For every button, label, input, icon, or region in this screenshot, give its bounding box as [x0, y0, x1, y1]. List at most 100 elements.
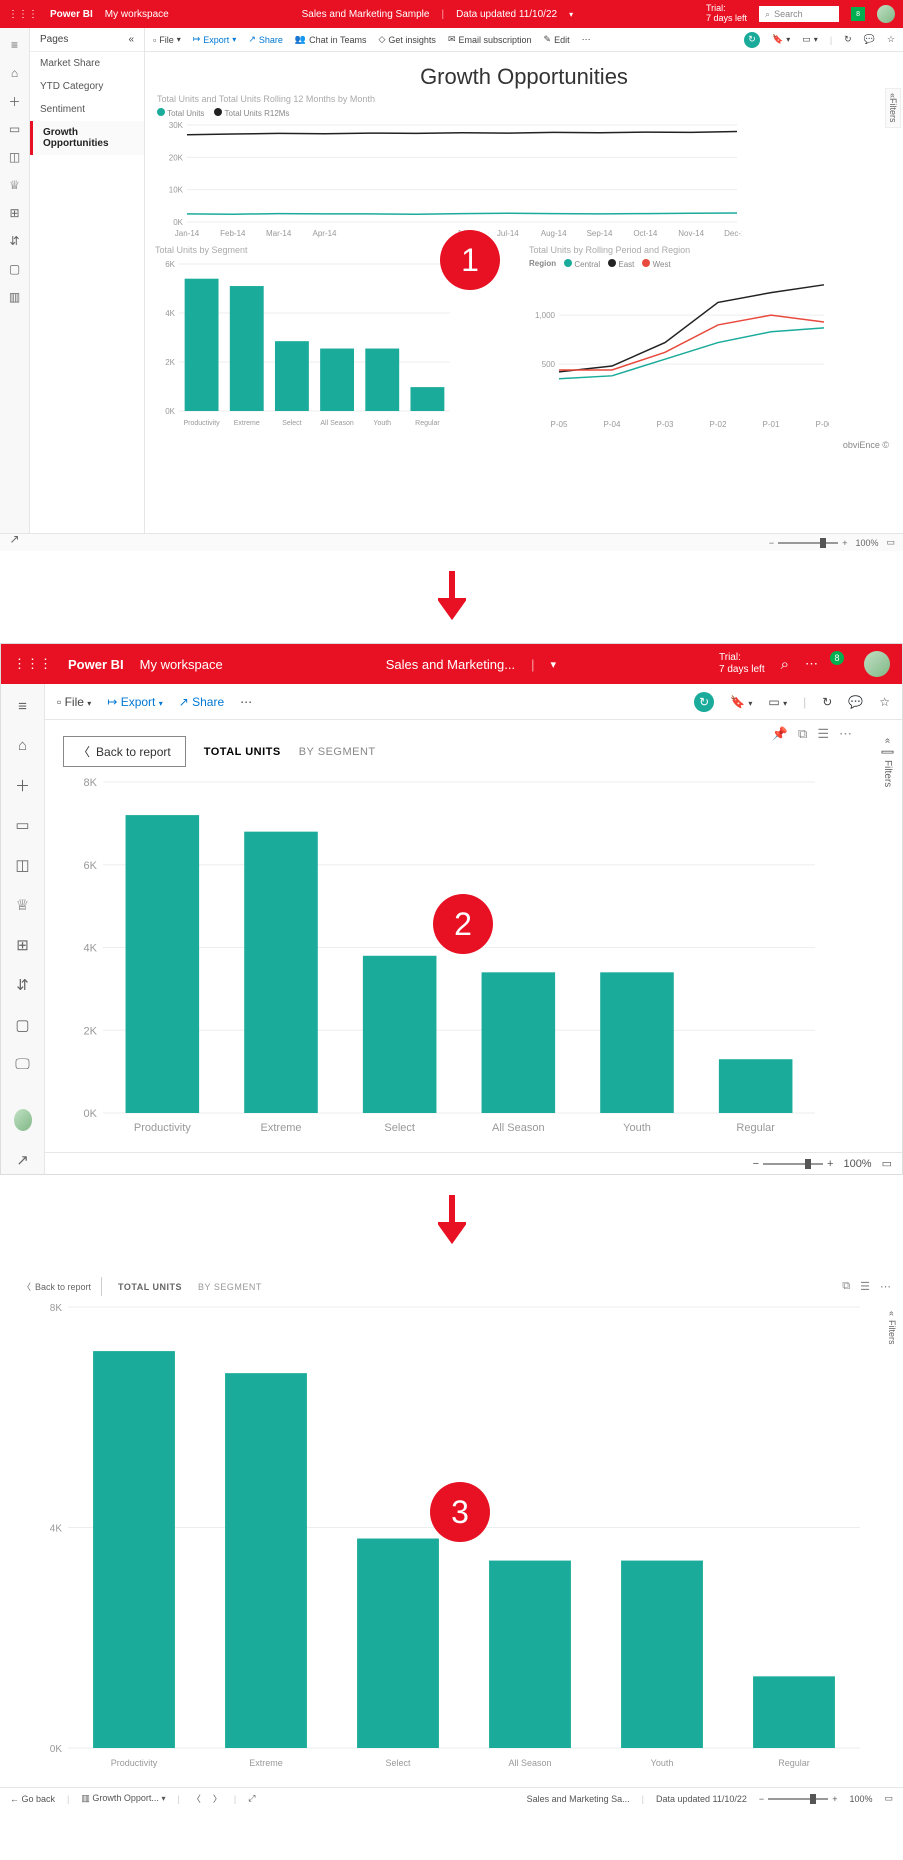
- chevron-down-icon[interactable]: ▾: [569, 10, 573, 19]
- rail-avatar[interactable]: [14, 1109, 32, 1131]
- app-launcher-icon[interactable]: ⋮⋮⋮: [13, 656, 52, 672]
- expand-icon[interactable]: ↗: [8, 532, 22, 546]
- search-icon[interactable]: ⌕: [781, 656, 789, 673]
- apps-icon[interactable]: ⊞: [14, 936, 32, 954]
- filter-icon[interactable]: ☰: [860, 1280, 870, 1293]
- workspace-name[interactable]: My workspace: [140, 657, 223, 672]
- avatar[interactable]: [864, 651, 890, 677]
- svg-text:10K: 10K: [169, 186, 184, 195]
- data-hub-icon[interactable]: ◫: [8, 150, 22, 164]
- apps-icon[interactable]: ⊞: [8, 206, 22, 220]
- chart-title: Total Units and Total Units Rolling 12 M…: [157, 94, 891, 104]
- deployment-icon[interactable]: ⇵: [8, 234, 22, 248]
- collapse-pages-icon[interactable]: «: [128, 34, 134, 45]
- metrics-icon[interactable]: ♕: [14, 896, 32, 914]
- more-icon[interactable]: ⋯: [839, 726, 852, 742]
- menu-icon[interactable]: ≡: [8, 38, 22, 52]
- file-menu[interactable]: ▫ File ▾: [57, 695, 91, 709]
- filter-icon[interactable]: ☰: [817, 726, 829, 742]
- metrics-icon[interactable]: ♕: [8, 178, 22, 192]
- line-chart-top[interactable]: Total Units and Total Units Rolling 12 M…: [145, 94, 903, 245]
- deployment-icon[interactable]: ⇵: [14, 976, 32, 994]
- insights-button[interactable]: ◇ Get insights: [378, 34, 435, 45]
- fit-icon[interactable]: ▭: [884, 1793, 893, 1804]
- filters-tab[interactable]: «Filters: [885, 1307, 899, 1349]
- page-tab[interactable]: YTD Category: [30, 75, 144, 98]
- line-chart-region[interactable]: Total Units by Rolling Period and Region…: [529, 245, 893, 436]
- data-hub-icon[interactable]: ◫: [14, 856, 32, 874]
- share-button[interactable]: ↗ Share: [179, 695, 224, 709]
- favorite-icon[interactable]: ☆: [887, 34, 895, 45]
- refresh-icon[interactable]: ↻: [844, 34, 852, 45]
- filters-tab[interactable]: «⫿Filters: [877, 732, 898, 793]
- go-back-button[interactable]: ← Go back: [10, 1794, 55, 1804]
- page-tab[interactable]: Market Share: [30, 52, 144, 75]
- svg-text:Productivity: Productivity: [111, 1758, 158, 1768]
- chevron-down-icon[interactable]: ▾: [550, 658, 556, 671]
- svg-text:Select: Select: [385, 1758, 411, 1768]
- create-icon[interactable]: ＋: [8, 94, 22, 108]
- avatar[interactable]: [877, 5, 895, 23]
- favorite-icon[interactable]: ☆: [879, 695, 890, 709]
- view-icon[interactable]: ▭ ▾: [802, 34, 818, 45]
- focus-bar-chart[interactable]: 0K2K4K6K8KProductivityExtremeSelectAll S…: [65, 777, 825, 1137]
- learn-icon[interactable]: ▢: [8, 262, 22, 276]
- back-to-report-button[interactable]: 〈 Back to report: [63, 736, 186, 767]
- prev-page-icon[interactable]: 〈: [192, 1792, 201, 1805]
- page-tab[interactable]: Growth Opportunities: [30, 121, 144, 155]
- edit-button[interactable]: ✎ Edit: [544, 34, 570, 45]
- fit-icon[interactable]: ▭: [882, 1157, 892, 1170]
- comment-icon[interactable]: 💬: [848, 695, 863, 709]
- share-button[interactable]: ↗ Share: [248, 34, 283, 45]
- back-to-report-button[interactable]: 〈 Back to report: [12, 1277, 102, 1296]
- export-menu[interactable]: ↦ Export ▾: [193, 34, 237, 45]
- create-icon[interactable]: ＋: [14, 776, 32, 794]
- app-launcher-icon[interactable]: ⋮⋮⋮: [8, 9, 38, 20]
- pin-icon[interactable]: 📌: [772, 726, 788, 742]
- svg-text:Regular: Regular: [736, 1122, 775, 1134]
- workspaces-icon[interactable]: ▥: [8, 290, 22, 304]
- monitor-icon[interactable]: 🖵: [14, 1056, 32, 1073]
- expand-icon[interactable]: ↗: [14, 1151, 32, 1169]
- view-icon[interactable]: ▭ ▾: [768, 695, 787, 709]
- home-icon[interactable]: ⌂: [8, 66, 22, 80]
- page-selector[interactable]: ▥ Growth Opport... ▾: [81, 1793, 165, 1804]
- notification-badge[interactable]: 8: [851, 7, 865, 21]
- menu-icon[interactable]: ≡: [14, 698, 32, 715]
- copy-icon[interactable]: ⧉: [842, 1280, 850, 1293]
- visual-header-icons: 📌 ⧉ ☰ ⋯: [772, 726, 852, 742]
- comment-icon[interactable]: 💬: [864, 34, 875, 45]
- copy-icon[interactable]: ⧉: [798, 726, 807, 742]
- zoom-control[interactable]: −+: [753, 1158, 834, 1170]
- learn-icon[interactable]: ▢: [14, 1016, 32, 1034]
- filters-tab[interactable]: «Filters: [885, 88, 901, 128]
- zoom-control[interactable]: −+: [769, 538, 848, 548]
- reset-icon[interactable]: ↻: [694, 692, 714, 712]
- next-page-icon[interactable]: 〉: [213, 1792, 222, 1805]
- zoom-control[interactable]: −+: [759, 1794, 838, 1804]
- search-input[interactable]: ⌕ Search: [759, 6, 839, 22]
- more-icon[interactable]: ⋯: [582, 34, 591, 45]
- reset-icon[interactable]: ↻: [744, 32, 760, 48]
- more-icon[interactable]: ⋯: [805, 656, 818, 672]
- email-button[interactable]: ✉ Email subscription: [448, 34, 532, 45]
- by-label: BY SEGMENT: [198, 1282, 262, 1292]
- exit-fullscreen-icon[interactable]: ⤢: [248, 1793, 255, 1804]
- file-menu[interactable]: ▫ File ▾: [153, 35, 181, 45]
- teams-button[interactable]: 👥 Chat in Teams: [295, 34, 367, 45]
- browse-icon[interactable]: ▭: [14, 816, 32, 834]
- report-name: Sales and Marketing Sample: [302, 9, 430, 20]
- more-icon[interactable]: ⋯: [240, 695, 252, 709]
- bookmark-icon[interactable]: 🔖 ▾: [730, 695, 752, 709]
- export-menu[interactable]: ↦ Export ▾: [107, 695, 162, 709]
- workspace-name[interactable]: My workspace: [105, 9, 169, 20]
- browse-icon[interactable]: ▭: [8, 122, 22, 136]
- notification-badge[interactable]: 8: [830, 651, 844, 665]
- home-icon[interactable]: ⌂: [14, 737, 32, 754]
- fit-icon[interactable]: ▭: [886, 537, 895, 548]
- refresh-icon[interactable]: ↻: [822, 695, 832, 709]
- bookmark-icon[interactable]: 🔖 ▾: [772, 34, 790, 45]
- page-tab[interactable]: Sentiment: [30, 98, 144, 121]
- svg-text:30K: 30K: [169, 121, 184, 130]
- more-icon[interactable]: ⋯: [880, 1280, 891, 1293]
